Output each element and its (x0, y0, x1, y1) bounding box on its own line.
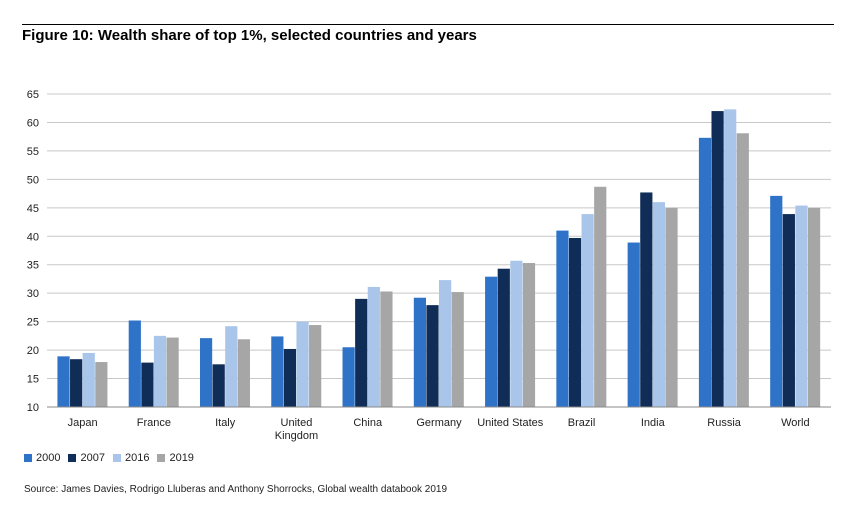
legend-swatch (157, 454, 166, 462)
x-tick-label: World (781, 417, 810, 429)
bar-2019 (380, 291, 393, 407)
y-tick-label: 65 (27, 89, 39, 101)
bar-2016 (652, 202, 666, 407)
legend-swatch (68, 454, 77, 462)
x-tick-label: United States (477, 417, 544, 429)
bar-2019 (665, 207, 678, 407)
bar-2019 (594, 186, 607, 407)
x-tick-label: Germany (416, 417, 462, 429)
y-tick-label: 45 (27, 203, 39, 215)
legend-item-2016: 2016 (112, 452, 150, 464)
legend: 2000 2007 2016 2019 (24, 452, 194, 464)
bar-2016 (225, 326, 238, 407)
y-tick-label: 50 (27, 174, 39, 186)
bar-2019 (309, 325, 322, 407)
bar-2007 (141, 362, 154, 407)
bar-2016 (296, 321, 309, 407)
legend-swatch (24, 454, 32, 462)
bar-2019 (166, 337, 179, 407)
y-tick-label: 40 (27, 231, 39, 243)
bar-2007 (711, 111, 724, 407)
y-tick-label: 60 (27, 117, 39, 129)
bar-2016 (724, 109, 737, 408)
y-tick-label: 15 (27, 374, 39, 386)
figure-title: Figure 10: Wealth share of top 1%, selec… (22, 27, 477, 44)
legend-label: 2016 (124, 452, 150, 464)
bar-2019 (237, 339, 250, 407)
x-tick-label: United (281, 417, 313, 429)
x-tick-label: Brazil (568, 417, 596, 429)
bar-2019 (736, 133, 749, 407)
y-tick-label: 10 (27, 402, 39, 414)
x-tick-label: China (353, 417, 383, 429)
x-tick-label: Italy (215, 417, 236, 429)
bar-2000 (128, 320, 141, 407)
bar-2007 (70, 359, 83, 407)
bar-2000 (556, 230, 569, 407)
bar-2007 (497, 268, 510, 407)
x-tick-label: Russia (707, 417, 742, 429)
bar-2016 (367, 286, 380, 407)
source-note: Source: James Davies, Rodrigo Lluberas a… (24, 484, 448, 495)
bar-2019 (95, 362, 108, 407)
bar-2000 (342, 347, 355, 407)
y-tick-label: 20 (27, 345, 39, 357)
bar-2000 (57, 356, 70, 407)
bar-2019 (451, 292, 464, 407)
bar-2007 (212, 364, 225, 407)
bar-2007 (283, 348, 297, 407)
bar-2019 (807, 207, 821, 407)
legend-label: 2019 (169, 452, 194, 464)
bar-2007 (782, 214, 795, 407)
bar-2007 (568, 237, 582, 407)
bar-2000 (199, 338, 213, 407)
bar-2000 (271, 336, 284, 407)
bar-2016 (510, 260, 523, 407)
legend-item-2007: 2007 (68, 452, 105, 464)
y-tick-label: 35 (27, 260, 39, 272)
bar-2016 (439, 280, 452, 407)
y-tick-label: 25 (27, 317, 39, 329)
x-tick-label: India (641, 417, 666, 429)
bar-2007 (355, 298, 368, 407)
y-axis-ticks: 10 15 20 25 30 35 40 45 50 55 60 65 (27, 89, 39, 414)
bar-2016 (581, 214, 594, 407)
y-tick-label: 30 (27, 288, 39, 300)
y-tick-label: 55 (27, 146, 39, 158)
bar-2019 (522, 263, 536, 407)
bars (57, 109, 821, 408)
x-tick-label: France (137, 417, 171, 429)
top-rule (22, 24, 834, 25)
x-tick-label: Kingdom (275, 430, 318, 442)
bar-2007 (426, 305, 439, 407)
x-tick-label: Japan (68, 417, 98, 429)
bar-2000 (485, 276, 498, 407)
legend-label: 2007 (80, 452, 105, 464)
legend-item-2000: 2000 (24, 452, 60, 464)
legend-label: 2000 (36, 452, 61, 464)
legend-swatch (112, 454, 121, 462)
bar-2016 (153, 335, 167, 407)
bar-2000 (770, 195, 783, 407)
legend-item-2019: 2019 (157, 452, 194, 464)
bar-2000 (627, 242, 640, 407)
bar-2016 (82, 352, 95, 407)
bar-2016 (795, 205, 808, 407)
bar-2000 (413, 297, 426, 407)
bar-2007 (640, 192, 653, 407)
bar-2000 (698, 137, 712, 407)
